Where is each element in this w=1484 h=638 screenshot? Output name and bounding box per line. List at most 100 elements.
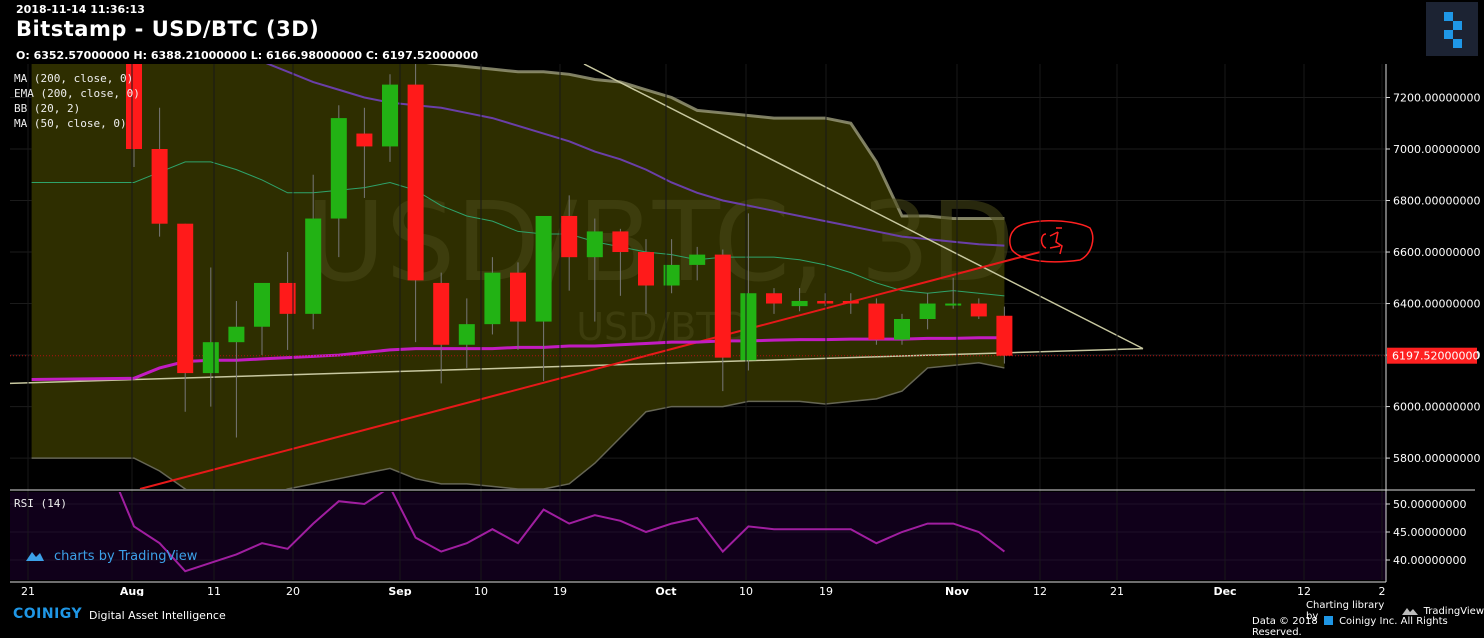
candle [868,298,885,345]
bb-middle-line [31,161,1005,297]
candle-body [689,254,706,265]
annotation-figure [1040,227,1063,255]
rsi-line [118,492,1006,573]
x-tick-label: Dec [1213,585,1236,598]
coinigy-logo-icon[interactable] [1426,2,1478,56]
x-tick-label: 20 [286,585,300,598]
candle [254,282,270,356]
candle [638,239,654,314]
candle-body [177,223,194,374]
x-tick-label: 21 [21,585,35,598]
y-tick-label: 6000.00000000 [1393,401,1480,414]
x-tick-label: 12 [1033,585,1047,598]
candle-body [996,315,1013,356]
candle [202,267,219,407]
candle-body [535,215,552,322]
candle-body [305,218,322,314]
candle-body [663,264,680,286]
candle-body [791,300,808,307]
y-tick-label: 5800.00000000 [1393,452,1480,465]
candle-body [842,300,859,304]
indicator-ma50[interactable]: MA (50, close, 0) [14,117,127,130]
candle [791,288,808,312]
coinigy-brand[interactable]: COINIGY [13,606,83,622]
x-tick-label: 2 [1379,585,1386,598]
y-tick-label: 6400.00000000 [1393,298,1480,311]
candle-body [382,84,398,147]
x-tick-label: 19 [553,585,567,598]
candle-body [766,293,782,304]
candle-body [228,326,245,343]
candle-body [561,215,578,258]
bb-upper-line [426,64,1005,221]
candle-body [868,303,885,340]
coinigy-tagline: Digital Asset Intelligence [89,609,226,622]
candle-body [817,300,834,304]
candle-body [407,84,424,281]
y-tick-label: 7200.00000000 [1393,91,1480,104]
tv-cloud-icon [1401,608,1418,615]
candle [612,228,629,296]
charting-library-credit[interactable]: Charting library by TradingView [1306,600,1484,622]
candle [330,105,347,258]
candle [407,64,424,343]
candle [510,262,526,350]
candle [714,249,731,392]
tradingview-watermark[interactable]: charts by TradingView [24,548,197,564]
x-tick-label: Nov [945,585,970,598]
rsi-tick-label: 50.00000000 [1393,498,1466,511]
candle [228,300,245,438]
indicator-ema200[interactable]: EMA (200, close, 0) [14,87,140,100]
rsi-label[interactable]: RSI (14) [14,497,67,510]
last-price-label: 6197.52000000 [1392,350,1479,363]
candle-body [151,149,168,224]
y-tick-label: 7000.00000000 [1393,143,1480,156]
candle [535,215,552,381]
candle-body [740,293,757,361]
candle [970,298,987,319]
candle [305,174,322,330]
copyright-text: Data © 2018 [1252,616,1318,627]
x-tick-label: 10 [474,585,488,598]
candle-body [970,303,987,317]
x-tick-label: Oct [655,585,676,598]
candle [356,107,373,198]
charting-library-name: TradingView [1423,605,1484,617]
candle [151,107,168,237]
candle-body [919,303,936,319]
candle [996,306,1013,364]
candle [586,218,603,322]
candle [945,277,962,309]
candle-body [510,272,526,322]
rsi-tick-label: 40.00000000 [1393,554,1466,567]
candle [842,293,859,314]
descending-trendline [583,64,1144,350]
candle-body [202,342,219,374]
y-tick-label: 6800.00000000 [1393,195,1480,208]
x-tick-label: Aug [120,585,144,598]
footer-bar [0,596,1484,629]
charting-library-text: Charting library by [1306,600,1385,622]
bb-lower-line [31,362,1005,489]
last-price-tag [1387,347,1477,364]
candle [177,223,194,412]
candle [458,298,475,368]
candle [561,195,578,291]
candle [279,252,296,350]
x-tick-label: 19 [819,585,833,598]
candle [689,246,706,281]
indicator-ma200[interactable]: MA (200, close, 0) [14,72,134,85]
candle-body [638,252,654,286]
candle-body [894,319,910,340]
x-tick-label: Sep [388,585,411,598]
timestamp: 2018-11-14 11:36:13 [16,3,145,16]
candle [740,213,757,371]
candle-body [612,231,629,253]
indicator-bb[interactable]: BB (20, 2) [14,102,81,115]
candle [433,272,450,384]
chart-title: Bitstamp - USD/BTC (3D) [16,17,320,41]
x-tick-label: 21 [1110,585,1124,598]
candle-body [433,282,450,345]
candle-body [126,64,142,149]
